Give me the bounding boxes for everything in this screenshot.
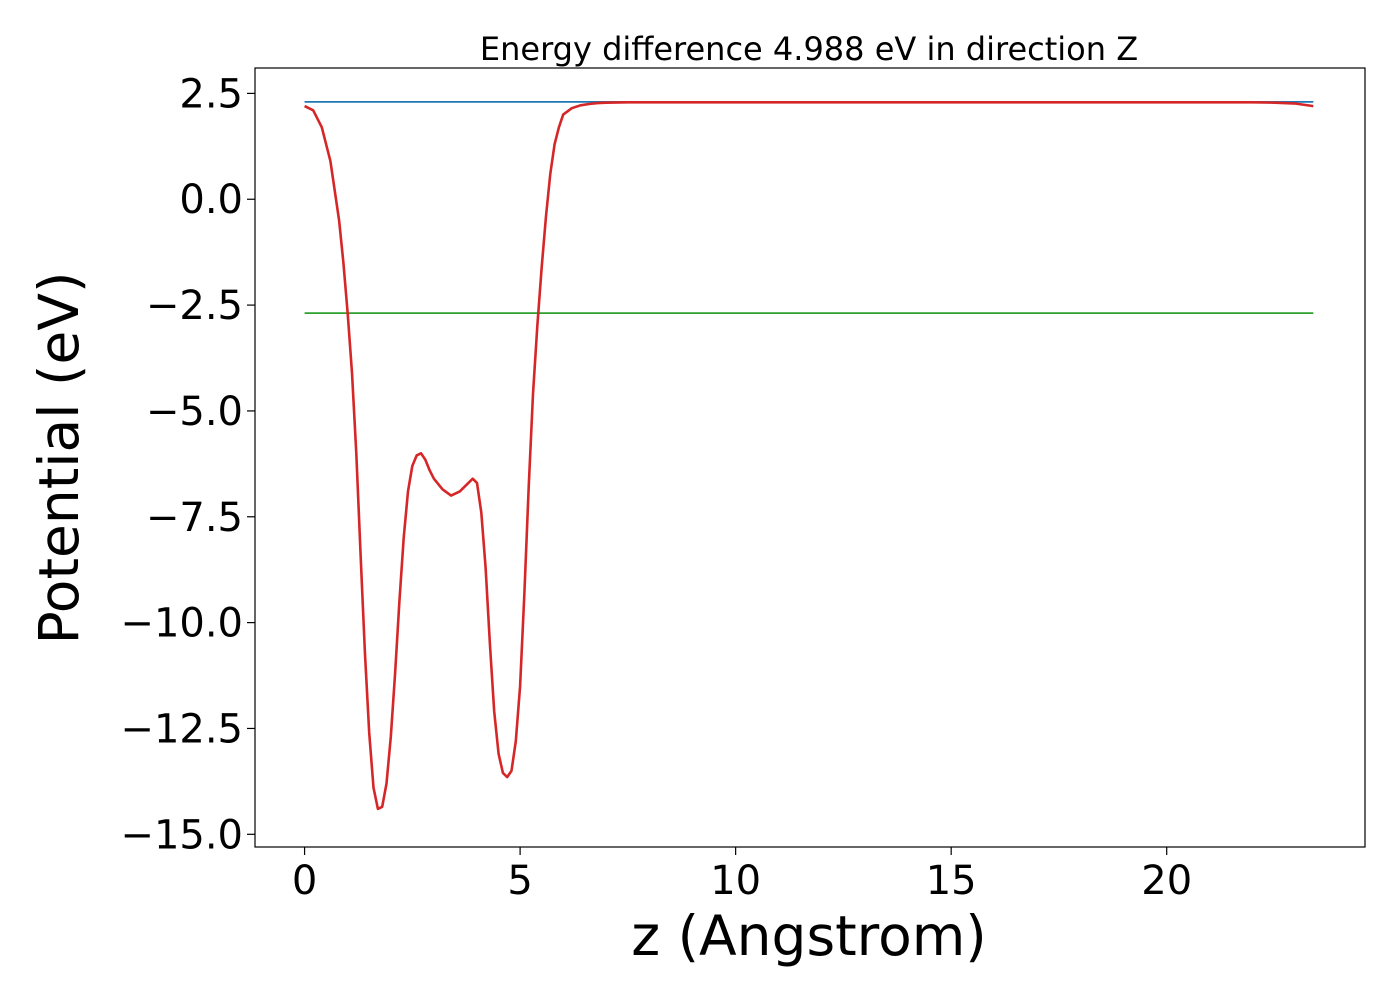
x-tick-label: 0 (292, 858, 317, 904)
y-tick-label: −10.0 (120, 601, 243, 647)
y-tick-label: −7.5 (146, 495, 243, 541)
y-axis-label: Potential (eV) (27, 272, 91, 645)
y-tick-label: 2.5 (179, 71, 243, 117)
plot-area-frame (254, 67, 1366, 848)
x-tick-label: 5 (507, 858, 532, 904)
y-tick-label: −2.5 (146, 283, 243, 329)
y-tick-label: 0.0 (179, 177, 243, 223)
chart-title: Energy difference 4.988 eV in direction … (480, 30, 1138, 68)
x-tick-label: 15 (926, 858, 977, 904)
y-tick-label: −12.5 (120, 706, 243, 752)
x-tick-label: 10 (710, 858, 761, 904)
y-tick-label: −5.0 (146, 389, 243, 435)
series-layer (304, 101, 1314, 811)
x-tick-label: 20 (1141, 858, 1192, 904)
x-axis-label: z (Angstrom) (631, 904, 987, 968)
y-tick-label: −15.0 (120, 812, 243, 858)
y-axis-ticks: 2.5 0.0 −2.5 −5.0 −7.5 −10.0 −12.5 −15.0 (120, 71, 255, 858)
series-line-3 (304, 101, 1314, 811)
x-axis-ticks: 0 5 10 15 20 (292, 847, 1192, 904)
